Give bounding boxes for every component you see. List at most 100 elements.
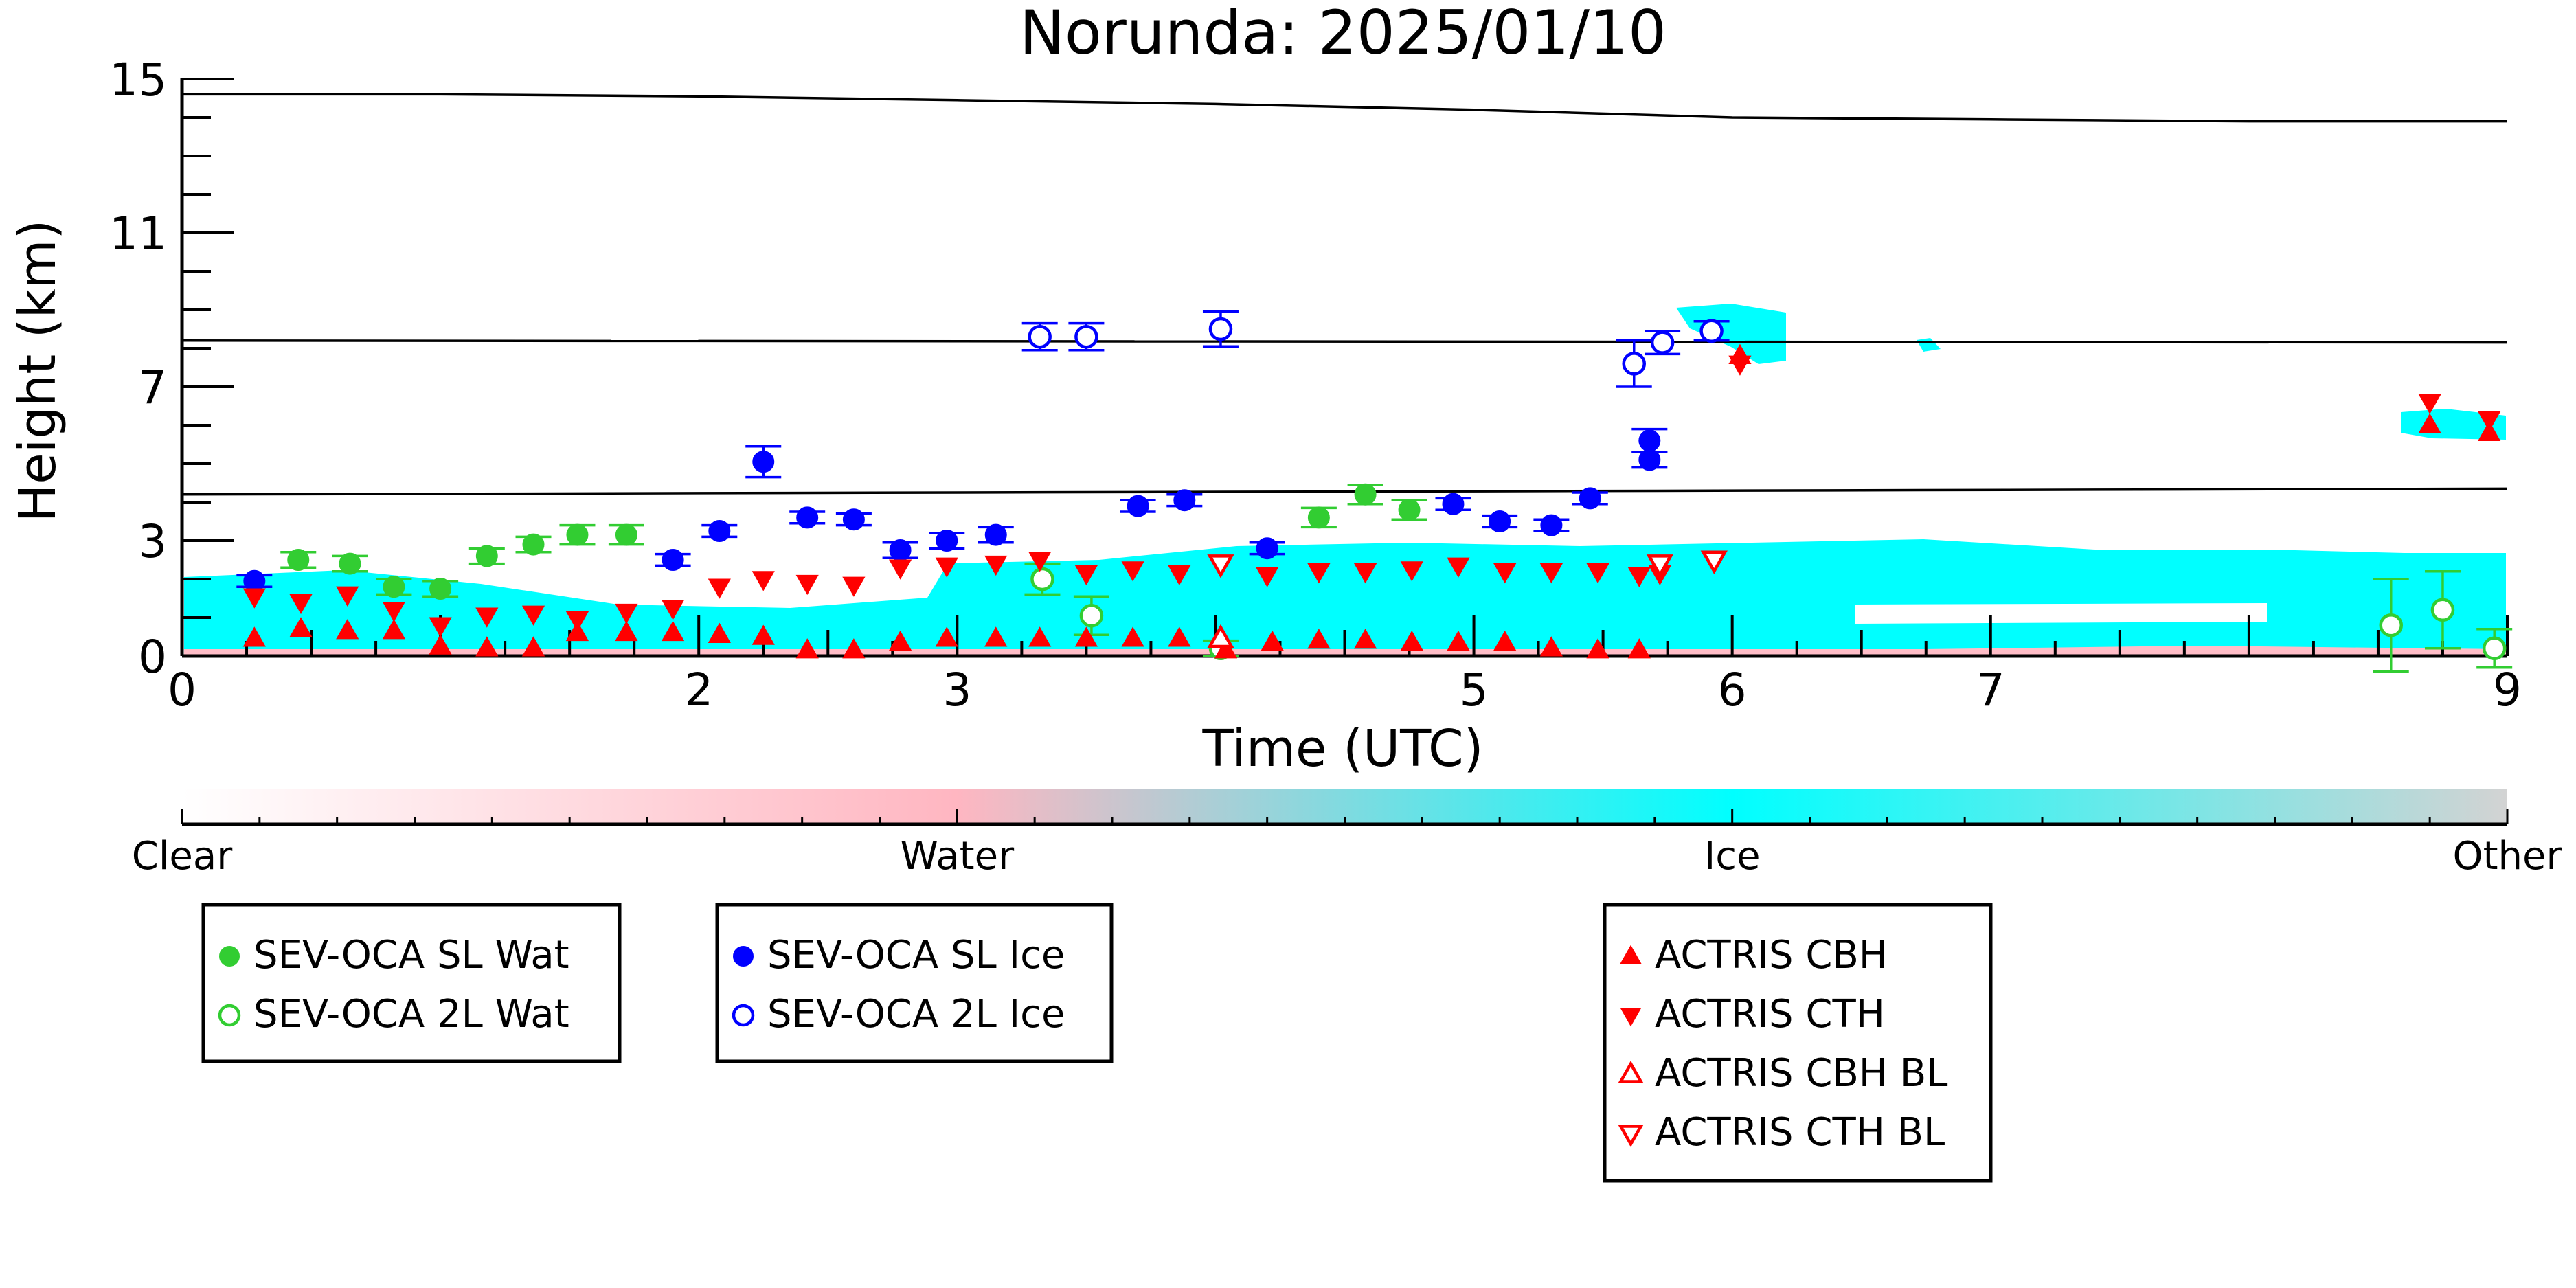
data-point-actris-cth-bl [1207,554,1234,578]
data-point-actris-cth [2478,411,2501,432]
data-point-sev-oca-2l-wat [2430,598,2455,622]
colorbar-label-clear: Clear [132,834,233,879]
series-actris-cth [242,355,2501,637]
x-tick-label: 2 [684,664,713,716]
y-tick-label: 15 [109,54,167,106]
data-point-actris-cth [752,571,775,591]
data-point-actris-cth [242,588,266,609]
ice-phase-patch-small [1917,338,1941,352]
data-point-actris-cbh [795,638,819,659]
legend-marker-actris-cbh [1620,945,1642,964]
data-point-actris-cbh [1214,638,1238,659]
x-tick-label: 3 [942,664,971,716]
data-point-actris-cbh [382,619,406,640]
reference-line-1 [182,93,2507,123]
data-point-actris-cth [289,594,313,615]
data-point-sev-oca-sl-ice [889,539,912,561]
data-point-actris-cbh [708,622,731,643]
legend-water-box [201,903,622,1063]
data-point-actris-cbh [1028,626,1052,647]
data-point-actris-cth-bl [1700,550,1728,575]
colorbar-label-other: Other [2452,834,2562,879]
y-tick-label: 11 [109,207,167,260]
data-point-actris-cbh [1493,630,1517,651]
data-point-sev-oca-sl-wat [1398,499,1421,521]
data-point-sev-oca-2l-ice [1028,324,1052,349]
cloud-phase-field [184,304,2506,657]
data-point-actris-cth [1447,557,1470,578]
data-point-actris-cbh [429,634,452,655]
legend-marker-sev-oca-2l-ice [732,1004,755,1027]
data-point-sev-oca-sl-wat [383,576,405,598]
data-point-actris-cbh [842,638,866,659]
legend-marker-sev-oca-sl-ice [733,946,754,967]
x-axis-label: Time (UTC) [1201,719,1483,778]
data-point-sev-oca-sl-ice [1127,495,1149,517]
legend-marker-actris-cbh-bl [1618,1061,1644,1083]
x-tick-label: 6 [1718,664,1747,716]
series-actris-cbh [242,343,2501,659]
legend-water: SEV-OCA SL Wat SEV-OCA 2L Wat [201,903,622,1063]
data-point-sev-oca-sl-ice [796,506,819,529]
data-point-actris-cth [1539,563,1563,584]
legend-ice: SEV-OCA SL Ice SEV-OCA 2L Ice [715,903,1114,1063]
data-marks [236,310,2513,673]
y-axis-label: Height (km) [8,220,67,523]
chart-title: Norunda: 2025/01/10 [1019,0,1667,68]
x-tick-label: 7 [1976,664,2005,716]
data-point-actris-cbh [935,626,958,647]
data-point-actris-cth [1353,563,1377,584]
data-point-actris-cbh-bl [1207,624,1234,648]
data-point-sev-oca-sl-wat [1307,506,1330,529]
legend-marker-sev-oca-2l-wat [218,1004,241,1027]
legend-label-actris-cth-bl: ACTRIS CTH BL [1655,1110,1945,1155]
legend-actris: ACTRIS CBH ACTRIS CTH ACTRIS CBH BL ACTRIS … [1603,903,1993,1183]
data-point-actris-cth [429,617,452,637]
data-point-actris-cth [565,611,589,632]
data-point-sev-oca-sl-ice [1489,510,1511,532]
colorbar-ticks [181,809,2509,824]
legend-label-sev-oca-sl-ice: SEV-OCA SL Ice [767,933,1065,978]
data-point-actris-cth [1074,565,1098,586]
data-point-actris-cth [1728,355,1752,376]
data-point-sev-oca-2l-ice [1622,352,1646,376]
data-point-actris-cbh [475,636,499,657]
data-point-sev-oca-sl-ice [1638,429,1661,452]
legend-marker-actris-cth [1620,1008,1642,1027]
y-tick-label: 3 [138,515,167,568]
data-point-actris-cth [935,557,958,578]
colorbar-labels: Clear Water Ice Other [132,834,2563,879]
data-point-sev-oca-sl-ice [662,549,684,571]
data-point-sev-oca-sl-wat [615,523,637,546]
series-actris-cth-bl [1207,550,1728,578]
data-point-actris-cbh [1121,626,1144,647]
series-sev-oca-sl-ice [236,427,1668,592]
colorbar-label-water: Water [901,834,1015,879]
data-point-sev-oca-sl-ice [1540,514,1563,536]
data-point-sev-oca-2l-wat [1079,603,1104,628]
legend-label-actris-cbh: ACTRIS CBH [1655,933,1888,978]
series-actris-cbh-bl [1207,624,1234,648]
data-point-actris-cth [888,559,912,580]
data-point-sev-oca-sl-ice [842,508,865,531]
data-point-actris-cbh [521,636,545,657]
data-point-actris-cth [615,603,638,624]
data-point-actris-cbh [242,626,266,647]
data-point-actris-cbh [752,624,775,645]
data-point-actris-cth [662,600,685,620]
data-point-actris-cth [475,607,499,628]
data-point-actris-cbh [1586,638,1609,659]
data-point-actris-cbh [1168,626,1191,647]
data-point-sev-oca-sl-ice [1256,537,1278,560]
data-point-sev-oca-sl-wat [339,552,361,575]
data-point-actris-cth-bl [1646,554,1673,578]
reference-line-3 [181,487,2508,496]
data-point-actris-cbh [1539,636,1563,657]
data-point-sev-oca-2l-wat [1030,567,1054,591]
colorbar: Clear Water Ice Other [132,789,2563,879]
legend-actris-box [1603,903,1993,1183]
clear-gap [1855,603,2267,624]
data-point-actris-cbh [336,619,359,640]
legend-ice-box [715,903,1114,1063]
